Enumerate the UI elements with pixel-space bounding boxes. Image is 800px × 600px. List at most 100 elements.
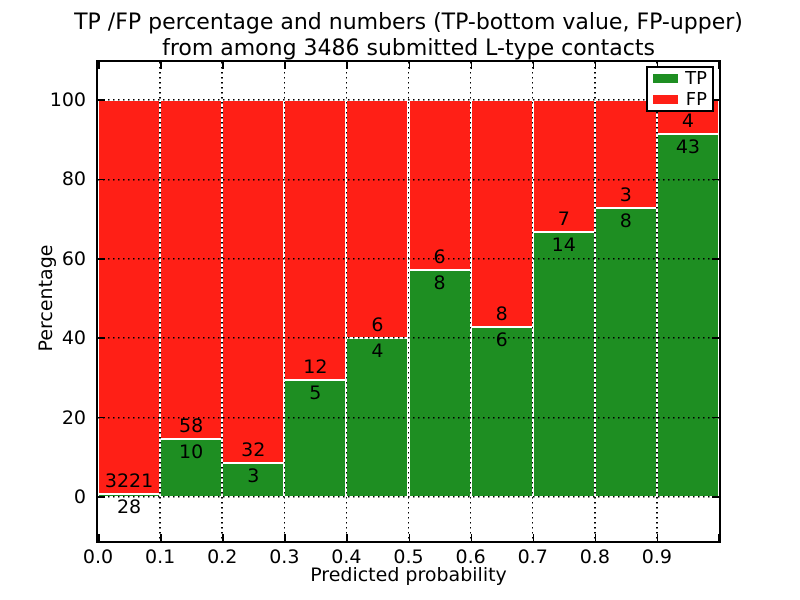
bar-segment-fp <box>98 100 161 494</box>
x-gridline <box>469 62 472 541</box>
x-gridline <box>656 62 658 541</box>
y-tick-mark-right <box>712 258 719 260</box>
y-tick-mark-left <box>98 416 105 419</box>
x-tick-mark-bottom <box>408 534 410 541</box>
x-tick-mark-top <box>532 62 535 69</box>
x-gridline <box>531 62 534 541</box>
y-tick-mark-right <box>712 99 719 101</box>
y-tick-label: 20 <box>61 406 86 429</box>
x-tick-mark-bottom <box>717 534 719 541</box>
tp-count-label: 4 <box>371 340 384 363</box>
fp-count-label: 3221 <box>104 469 154 492</box>
tp-count-label: 28 <box>116 495 142 518</box>
tp-count-label: 10 <box>179 440 204 463</box>
chart-title-line2: from among 3486 submitted L-type contact… <box>162 36 655 61</box>
fp-count-label: 6 <box>409 247 471 267</box>
chart-title-line1: TP /FP percentage and numbers (TP-bottom… <box>74 10 743 35</box>
fp-count-label: 58 <box>179 414 204 437</box>
x-tick-mark-bottom <box>98 534 100 541</box>
x-tick-mark-top <box>284 62 286 69</box>
y-tick-mark-left <box>98 337 105 339</box>
x-tick-mark-bottom <box>532 534 535 541</box>
x-tick-mark-bottom <box>594 534 597 541</box>
x-tick-label: 0.4 <box>331 546 362 568</box>
x-tick-mark-top <box>346 62 348 69</box>
x-gridline <box>283 62 286 541</box>
legend-row: FP <box>653 88 707 110</box>
fp-count-label: 3 <box>619 184 632 207</box>
x-tick-label: 0.6 <box>455 546 486 568</box>
x-tick-label: 0.2 <box>207 546 238 568</box>
x-tick-mark-bottom <box>160 534 162 541</box>
plot-area: 3221 28 58 10 32 3 12 5 6 4 6 8 8 6 7 14 3 8 4 43 <box>96 60 721 543</box>
tp-count-label: 14 <box>551 234 576 257</box>
legend: TP FP <box>646 66 714 112</box>
legend-label: TP <box>685 67 707 89</box>
tp-count-label: 8 <box>433 272 446 295</box>
bar-segment-fp <box>222 100 285 463</box>
x-tick-label: 0.7 <box>517 546 548 568</box>
tp-count-label: 5 <box>309 382 322 405</box>
y-tick-mark-left <box>98 496 105 498</box>
fp-count-label: 32 <box>241 438 266 461</box>
legend-row: TP <box>653 67 707 89</box>
bar-segment-tp <box>408 270 471 497</box>
bar-segment-fp <box>594 100 657 209</box>
x-gridline <box>345 62 348 541</box>
x-tick-label: 0.5 <box>393 546 424 568</box>
bar-segment-tp <box>594 208 657 497</box>
x-tick-mark-bottom <box>222 534 224 541</box>
fp-count-label: 4 <box>681 109 694 132</box>
y-tick-mark-right <box>712 337 719 339</box>
x-tick-label: 0.0 <box>82 546 114 568</box>
x-tick-label: 0.1 <box>144 546 176 568</box>
x-gridline <box>159 62 161 541</box>
y-tick-label: 100 <box>49 89 86 111</box>
x-tick-mark-bottom <box>346 534 348 541</box>
tp-count-label: 8 <box>619 210 632 233</box>
y-tick-label: 0 <box>73 486 86 508</box>
fp-count-label: 8 <box>495 302 508 325</box>
fp-count-label: 6 <box>371 314 384 337</box>
bar-segment-fp <box>160 100 223 439</box>
x-gridline <box>407 62 410 541</box>
x-tick-mark-top <box>222 62 224 69</box>
y-tick-mark-left <box>98 178 105 181</box>
legend-swatch-fp <box>653 95 678 104</box>
x-gridline <box>221 62 223 541</box>
x-tick-mark-top <box>717 62 719 69</box>
bar-segment-fp <box>408 100 471 271</box>
x-gridline <box>594 62 596 541</box>
bar-segment-fp <box>470 100 533 327</box>
fp-count-label: 12 <box>303 356 328 379</box>
x-tick-mark-top <box>594 62 597 69</box>
y-tick-label: 40 <box>61 327 86 350</box>
bar-segment-fp <box>284 100 347 381</box>
legend-label: FP <box>685 88 707 110</box>
bar-segment-fp <box>346 100 409 339</box>
x-tick-mark-bottom <box>284 534 286 541</box>
legend-swatch-tp <box>653 74 678 83</box>
bar-segment-tp <box>470 326 533 497</box>
tp-count-label: 3 <box>247 464 260 487</box>
bar-segment-tp <box>532 232 595 497</box>
x-tick-mark-top <box>656 62 659 69</box>
x-tick-mark-bottom <box>470 534 473 541</box>
y-tick-mark-right <box>712 496 719 498</box>
bar-segment-tp <box>656 133 719 497</box>
y-tick-label: 80 <box>61 168 86 191</box>
x-tick-mark-top <box>160 62 162 69</box>
x-tick-mark-top <box>470 62 473 69</box>
x-tick-label: 0.3 <box>269 546 300 568</box>
y-tick-label: 60 <box>61 247 86 270</box>
x-tick-mark-top <box>98 62 100 69</box>
chart-title: TP /FP percentage and numbers (TP-bottom… <box>17 10 800 62</box>
y-tick-mark-left <box>98 99 105 101</box>
x-axis-label: Predicted probability <box>310 564 507 586</box>
x-tick-mark-top <box>408 62 410 69</box>
y-tick-mark-left <box>98 258 105 260</box>
tp-count-label: 6 <box>495 328 508 351</box>
x-tick-label: 0.9 <box>641 546 672 568</box>
tp-count-label: 43 <box>675 135 701 158</box>
